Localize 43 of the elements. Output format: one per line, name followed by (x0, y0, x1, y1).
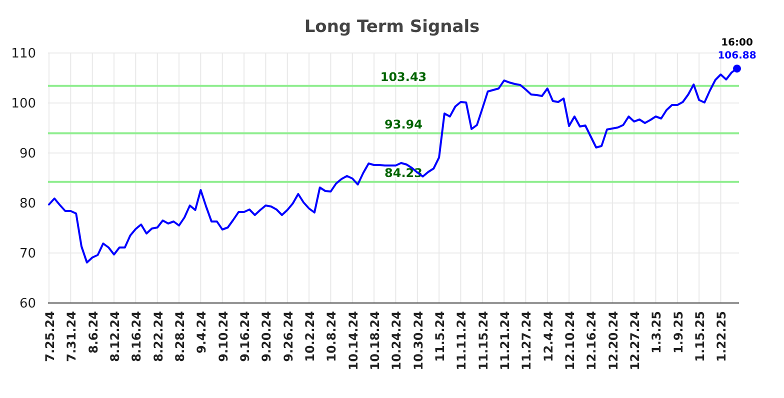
x-tick-label: 12.27.24 (628, 311, 642, 370)
y-tick-label: 70 (19, 246, 36, 262)
x-tick-label: 9.10.24 (216, 311, 230, 362)
y-tick-label: 100 (11, 96, 36, 112)
x-tick-label: 12.20.24 (606, 311, 620, 370)
y-tick-label: 80 (19, 196, 36, 212)
x-tick-label: 1.9.25 (671, 311, 686, 354)
x-tick-label: 10.14.24 (346, 311, 360, 370)
x-tick-label: 10.18.24 (368, 311, 382, 370)
x-tick-label: 8.22.24 (151, 311, 166, 362)
x-tick-label: 10.8.24 (324, 311, 339, 362)
chart-title: Long Term Signals (304, 17, 480, 37)
x-tick-label: 1.3.25 (650, 311, 664, 354)
x-tick-label: 10.24.24 (390, 311, 404, 370)
x-tick-label: 9.26.24 (281, 311, 296, 362)
y-tick-label: 110 (11, 46, 36, 62)
ref-line-label: 93.94 (384, 117, 422, 132)
x-tick-label: 11.27.24 (520, 311, 534, 370)
x-tick-label: 10.30.24 (411, 311, 426, 370)
x-tick-label: 9.4.24 (194, 311, 209, 354)
x-tick-label: 9.16.24 (238, 311, 252, 362)
x-tick-label: 10.2.24 (303, 311, 318, 362)
x-tick-label: 12.4.24 (541, 311, 556, 362)
x-tick-label: 11.15.24 (476, 311, 490, 370)
x-tick-label: 12.10.24 (563, 311, 578, 370)
y-tick-label: 90 (19, 146, 36, 162)
x-tick-label: 1.22.25 (714, 311, 729, 362)
x-tick-label: 8.6.24 (86, 311, 100, 354)
text: 16:00 (721, 38, 753, 49)
x-tick-label: 11.11.24 (454, 311, 469, 370)
data-label: 106.88 (718, 50, 756, 62)
x-tick-label: 7.31.24 (64, 311, 79, 362)
ref-line-label: 103.43 (380, 70, 427, 84)
x-tick-label: 1.15.25 (693, 311, 708, 362)
x-tick-label: 11.5.24 (433, 311, 448, 362)
x-tick-label: 8.12.24 (108, 311, 122, 362)
y-tick-label: 60 (19, 296, 36, 312)
x-tick-label: 11.21.24 (498, 311, 512, 370)
x-tick-label: 7.25.24 (43, 311, 57, 362)
x-tick-label: 8.16.24 (130, 311, 144, 362)
x-tick-label: 9.20.24 (260, 311, 274, 362)
x-tick-label: 8.28.24 (173, 311, 188, 362)
x-tick-label: 12.16.24 (584, 311, 599, 370)
